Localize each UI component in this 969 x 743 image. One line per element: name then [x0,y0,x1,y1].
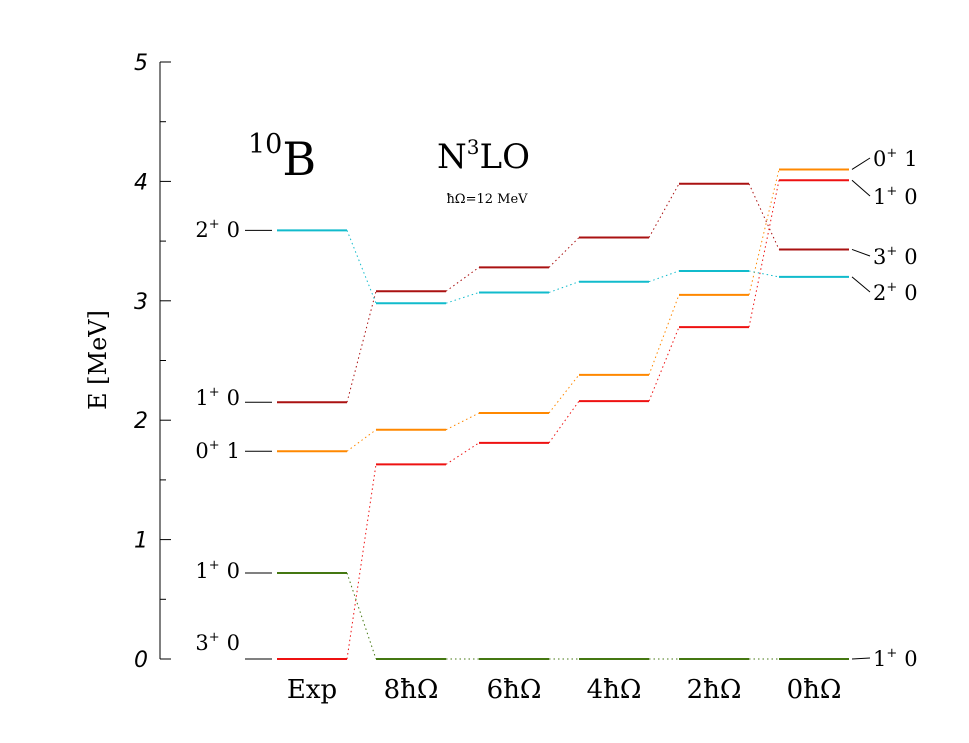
connector-2p0 [548,281,580,293]
parity-value: + [886,280,897,295]
element-symbol: B [282,132,316,186]
nucleus-label: 10B [248,129,316,186]
exp-state-label: 2+ 0 [195,217,240,242]
connector-1p0a [346,572,377,660]
mass-number: 10 [248,129,282,160]
spin-value: 0 [873,147,886,171]
connector-3p0 [445,442,480,465]
column-label: 0ħΩ [787,675,842,705]
connector-0p1 [445,412,480,431]
spin-value: 1 [873,647,886,671]
spin-value: 3 [195,631,208,655]
spin-value: 2 [873,281,886,305]
isospin-value: 0 [904,245,917,269]
theory-label-tick [851,157,871,170]
energy-levels [277,168,849,660]
connector-3p0 [346,464,377,660]
parity-value: + [209,558,220,573]
connector-lines [346,169,780,660]
level-labels: 3+ 01+ 00+ 11+ 02+ 00+ 11+ 03+ 02+ 01+ 0 [195,146,917,671]
column-label: 8ħΩ [384,675,439,705]
isospin-value: 0 [227,631,240,655]
interaction-base: N [437,137,467,177]
connector-3p0 [548,400,580,444]
theory-state-label: 3+ 0 [873,244,918,269]
isospin-value: 1 [227,439,240,463]
connector-2p0 [748,270,780,278]
connector-0p1 [748,169,780,295]
chart-subtitle: ħΩ=12 MeV [446,192,528,207]
interaction-power: 3 [467,135,480,159]
exp-state-label: 3+ 0 [195,630,240,655]
y-tick-label: 0 [134,648,148,673]
isospin-value: 0 [904,281,917,305]
theory-state-label: 2+ 0 [873,280,918,305]
interaction-label: N3LO [437,135,530,177]
y-axis-label: E [MeV] [84,310,112,410]
isospin-value: 0 [227,218,240,242]
exp-state-label: 1+ 0 [195,385,240,410]
connector-2p0 [648,270,680,283]
isospin-value: 0 [904,185,917,209]
connector-2p0 [346,230,377,304]
parity-value: + [886,244,897,259]
y-tick-label: 4 [134,170,148,195]
parity-value: + [209,438,220,453]
parity-value: + [886,146,897,161]
y-tick-label: 2 [134,409,148,434]
parity-value: + [209,217,220,232]
isospin-value: 0 [227,386,240,410]
connector-0p1 [648,294,680,376]
y-tick-label: 3 [134,290,148,315]
column-label: 4ħΩ [587,675,642,705]
connector-1p0b [445,266,480,292]
theory-state-label: 1+ 0 [873,184,918,209]
spin-value: 2 [195,218,208,242]
column-label: 6ħΩ [487,675,542,705]
isospin-value: 0 [904,647,917,671]
connector-3p0 [748,180,780,328]
exp-state-label: 0+ 1 [195,438,240,463]
theory-label-tick [851,248,871,257]
exp-state-label: 1+ 0 [195,558,240,583]
theory-label-tick [851,179,871,197]
connector-2p0 [445,291,480,304]
parity-value: + [209,630,220,645]
theory-state-label: 1+ 0 [873,646,918,671]
column-label: 2ħΩ [687,675,742,705]
parity-value: + [886,184,897,199]
isospin-value: 0 [227,559,240,583]
column-label: Exp [287,675,337,705]
theory-label-tick [851,276,871,293]
theory-state-label: 0+ 1 [873,146,918,171]
connector-1p0b [548,237,580,268]
connector-0p1 [548,374,580,414]
spin-value: 1 [195,559,208,583]
y-tick-label: 5 [134,51,148,76]
connector-1p0b [748,183,780,250]
connector-1p0b [648,183,680,238]
parity-value: + [886,646,897,661]
theory-label-tick [851,657,871,660]
interaction-suffix: LO [479,137,529,177]
isospin-value: 1 [904,147,917,171]
y-axis: 0 1 2 3 4 5 [134,51,171,673]
spin-value: 1 [195,386,208,410]
parity-value: + [209,385,220,400]
connector-3p0 [648,326,680,402]
y-tick-label: 1 [134,529,148,554]
connector-0p1 [346,429,377,452]
spin-value: 1 [873,185,886,209]
spin-value: 3 [873,245,886,269]
connector-1p0b [346,291,377,403]
spin-value: 0 [195,439,208,463]
